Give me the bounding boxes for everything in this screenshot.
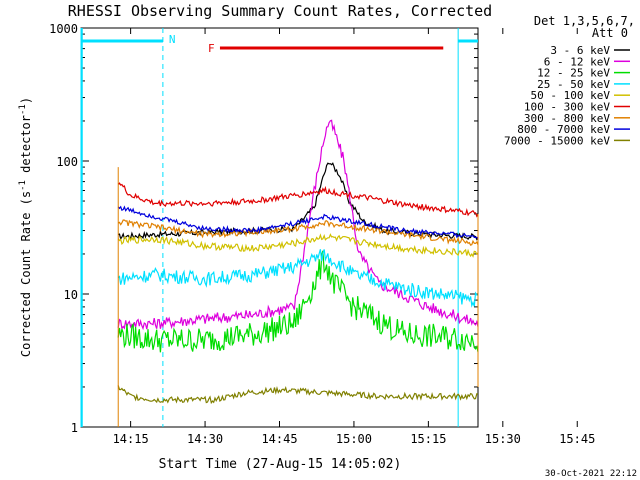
x-tick-label: 15:15 [410,432,446,446]
y-axis-label-sup1: -1 [18,180,28,191]
legend-label: 6 - 12 keV [544,55,611,68]
plot-area: 14:15 14:30 14:45 15:00 15:15 15:30 15:45 1 10 10… [49,22,595,446]
flare-label: F [208,42,215,55]
legend-label: 50 - 100 keV [531,89,611,102]
x-tick-label: 14:15 [113,432,149,446]
y-axis-label-end: ) [19,97,33,104]
series-line [118,162,479,241]
series-line [117,182,479,218]
series-line [117,249,479,308]
x-tick-label: 14:45 [261,432,297,446]
x-tick-label: 15:30 [485,432,521,446]
x-tick-label: 15:45 [559,432,595,446]
chart-title: RHESSI Observing Summary Count Rates, Co… [68,2,492,20]
series-line [117,233,479,258]
x-tick-label: 14:30 [187,432,223,446]
y-tick-label: 10 [64,288,78,302]
series-line [117,385,479,405]
y-axis-label-sup2: -1 [18,104,28,115]
y-tick-label: 1000 [49,22,78,36]
legend-label: 100 - 300 keV [524,101,610,114]
legend-label: 300 - 800 keV [524,112,610,125]
y-tick-label: 1 [71,421,78,435]
series-line [118,219,479,246]
y-axis-label-main: Corrected Count Rate (s [19,191,33,357]
x-tick-label: 15:00 [336,432,372,446]
legend-label: 12 - 25 keV [537,67,610,80]
x-axis-label: Start Time (27-Aug-15 14:05:02) [159,457,402,472]
night-label: N [169,33,176,46]
footer-date: 30-Oct-2021 22:12 [545,469,637,479]
series-line [117,250,479,353]
y-tick-label: 100 [56,155,78,169]
legend-label: 25 - 50 keV [537,78,610,91]
legend-header-1: Det 1,3,5,6,7, [534,14,635,28]
series-line [117,205,479,240]
series-line [117,119,479,331]
legend-label: 3 - 6 keV [550,44,610,57]
legend-label: 7000 - 15000 keV [504,134,610,147]
plot-frame [80,27,479,428]
y-axis-label-mid: detector [19,115,33,180]
y-axis-label: Corrected Count Rate (s-1 detector-1) [18,97,33,357]
legend-header-2: Att 0 [592,26,628,40]
legend-label: 800 - 7000 keV [517,123,610,136]
